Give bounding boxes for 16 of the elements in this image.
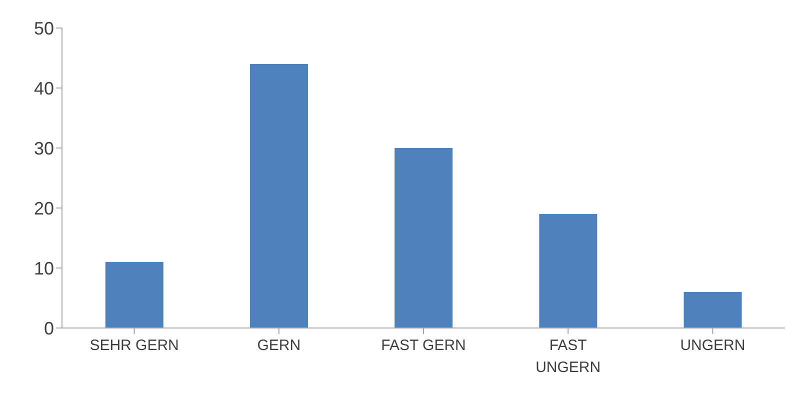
y-tick-label: 20: [34, 198, 54, 218]
x-tick-label: GERN: [257, 337, 301, 354]
bar: [539, 214, 598, 328]
y-tick-label: 10: [34, 258, 54, 278]
y-tick-label: 40: [34, 78, 54, 98]
x-tick-label: UNGERN: [680, 337, 746, 354]
bar: [394, 148, 453, 328]
y-tick-label: 30: [34, 138, 54, 158]
bar: [105, 262, 164, 328]
y-tick-label: 0: [44, 318, 54, 338]
bar: [250, 64, 308, 328]
x-tick-label: FAST UNGERN: [536, 337, 601, 376]
x-tick-label: SEHR GERN: [90, 337, 179, 354]
y-tick-label: 50: [34, 18, 54, 38]
bar: [684, 292, 742, 328]
x-tick-label: FAST GERN: [381, 337, 466, 354]
